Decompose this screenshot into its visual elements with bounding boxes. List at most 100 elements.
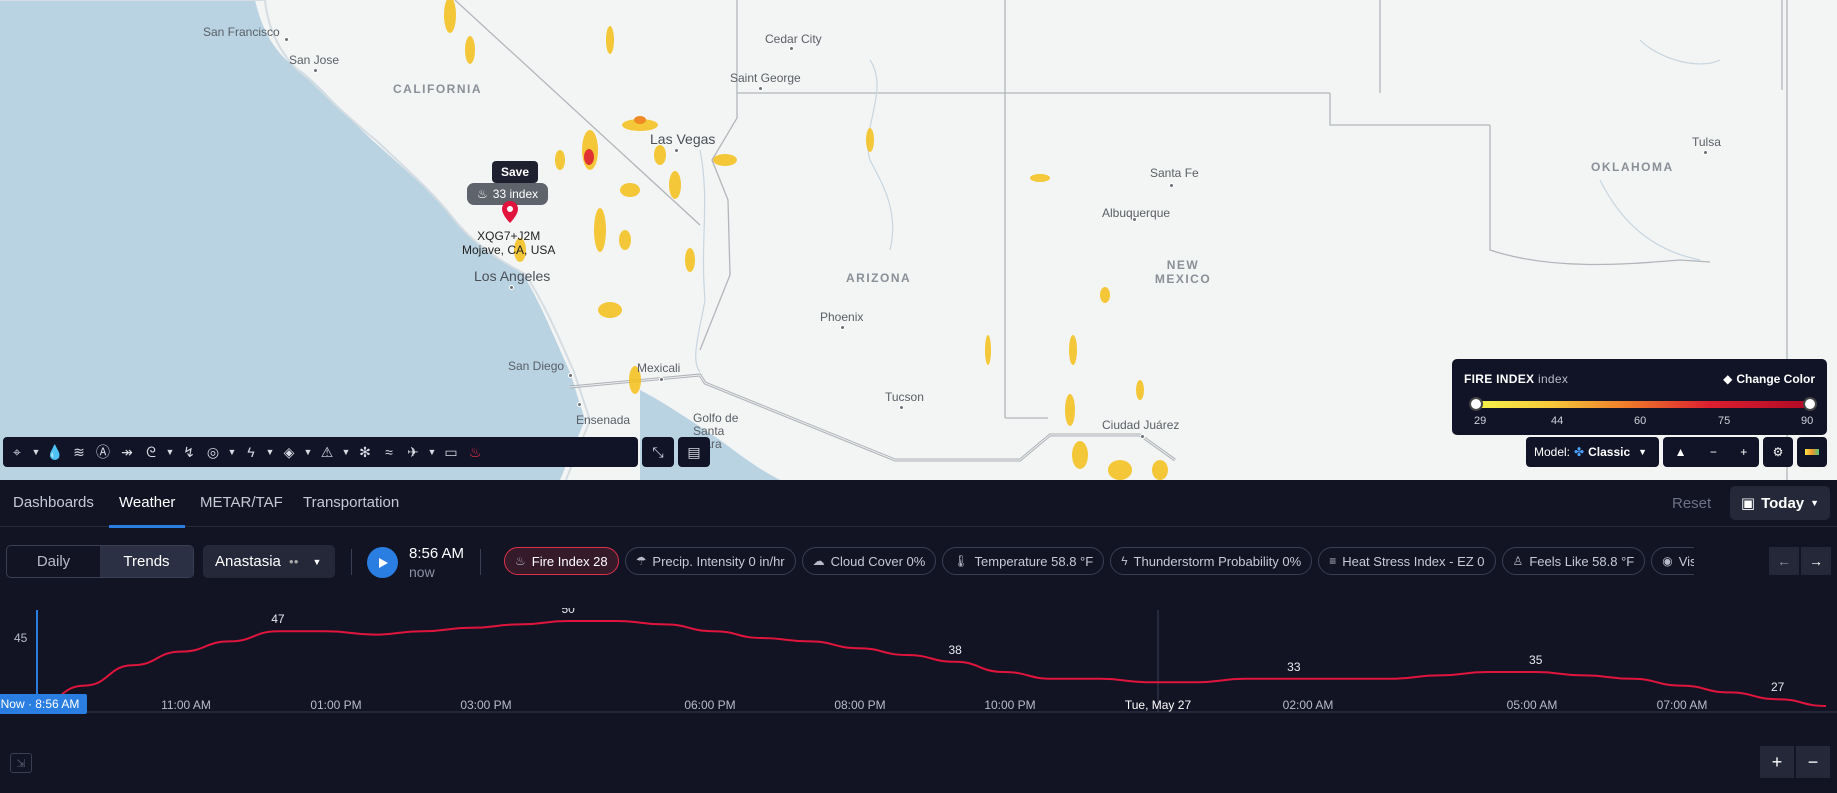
- index-value: 33 index: [492, 187, 539, 201]
- forecast-model-select[interactable]: Anastasia ●● ▼: [203, 545, 335, 578]
- chip-heat-stress-index[interactable]: ≡ Heat Stress Index - EZ 0: [1318, 547, 1496, 575]
- chip-temperature[interactable]: 🌡 Temperature 58.8 °F: [942, 547, 1105, 575]
- change-color-button[interactable]: ◆ Change Color: [1723, 372, 1815, 386]
- wind-icon[interactable]: ≋: [73, 443, 85, 460]
- radar-icon[interactable]: ◎: [206, 443, 220, 460]
- city-dot: [1140, 434, 1145, 439]
- ruler-icon[interactable]: ▤: [687, 443, 701, 460]
- zoom-in-icon[interactable]: +: [1740, 445, 1748, 459]
- arrow-left-icon[interactable]: ←: [1769, 547, 1799, 575]
- date-range-button[interactable]: ▣ Today ▼: [1730, 486, 1830, 520]
- zoom-out-icon[interactable]: −: [1709, 445, 1717, 459]
- heat-icon: ≡: [1329, 554, 1337, 568]
- lightning-route-icon[interactable]: ↯: [183, 443, 195, 460]
- location-index-pill[interactable]: ♨ 33 index: [467, 183, 549, 205]
- chip-scroll-arrows: ← →: [1769, 547, 1831, 575]
- legend-max-handle[interactable]: [1803, 397, 1817, 411]
- play-button[interactable]: [367, 547, 398, 578]
- zoom-out-button[interactable]: −: [1796, 746, 1830, 778]
- arrows-icon[interactable]: ↠: [121, 443, 133, 460]
- flame-icon: ♨: [515, 554, 526, 568]
- chip-cloud-cover[interactable]: ☁ Cloud Cover 0%: [801, 547, 937, 575]
- tab-dashboards[interactable]: Dashboards: [13, 494, 94, 511]
- legend-title: FIRE INDEX index: [1464, 372, 1569, 386]
- model-selector[interactable]: Model: ✤ Classic ▼: [1526, 437, 1659, 467]
- data-label: 38: [949, 643, 963, 657]
- chevron-down-icon[interactable]: ▼: [265, 447, 275, 457]
- chip-precip-intensity[interactable]: ☂ Precip. Intensity 0 in/hr: [624, 547, 796, 575]
- fire-icon[interactable]: ♨: [468, 443, 482, 460]
- state-label: ARIZONA: [846, 271, 912, 285]
- daily-button[interactable]: Daily: [36, 553, 71, 570]
- city-dot: [674, 148, 679, 153]
- route-icon[interactable]: ⤡: [652, 443, 664, 460]
- warning-icon[interactable]: ⚠: [320, 443, 334, 460]
- gear-icon: ⚙: [1772, 445, 1784, 459]
- x-tick-label: 05:00 AM: [1507, 698, 1558, 712]
- pin-icon[interactable]: ⌖: [13, 443, 21, 460]
- model-value: Classic: [1588, 445, 1631, 459]
- now-badge-label: Now · 8:56 AM: [1, 697, 80, 711]
- chevron-down-icon[interactable]: ▼: [31, 447, 41, 457]
- trends-button[interactable]: Trends: [100, 546, 193, 577]
- data-label: 27: [1771, 680, 1785, 694]
- y-tick-label: 45: [14, 631, 28, 645]
- chip-visibility[interactable]: ◉Visibility: [1651, 547, 1694, 575]
- view-mode-toggle: Daily Trends: [6, 545, 194, 578]
- truck-icon[interactable]: ▭: [444, 443, 458, 460]
- ruler-tool[interactable]: ▤: [678, 437, 710, 467]
- city-label: Las Vegas: [650, 131, 716, 147]
- expand-icon[interactable]: ⇲: [10, 753, 32, 773]
- precip-icon: ☂: [635, 554, 647, 568]
- arrow-right-icon[interactable]: →: [1801, 547, 1831, 575]
- route-tool[interactable]: ⤡: [642, 437, 674, 467]
- location-pin-icon[interactable]: [502, 201, 518, 223]
- chevron-down-icon[interactable]: ▼: [427, 447, 437, 457]
- tab-metar-taf[interactable]: METAR/TAF: [200, 494, 283, 511]
- thermometer-icon: 🌡: [953, 554, 969, 568]
- reset-button[interactable]: Reset: [1672, 495, 1712, 512]
- divider: [480, 549, 481, 575]
- city-dot: [1169, 183, 1174, 188]
- layers-icon[interactable]: ◈: [283, 443, 295, 460]
- compass-icon[interactable]: ▲: [1674, 445, 1687, 459]
- tab-weather[interactable]: Weather: [108, 494, 186, 528]
- plane-icon[interactable]: ✈: [407, 443, 419, 460]
- chip-fire-index[interactable]: ♨ Fire Index 28: [504, 547, 619, 575]
- city-label: Saint George: [730, 71, 801, 85]
- waves-icon[interactable]: ≈: [385, 444, 393, 460]
- chevron-down-icon[interactable]: ▼: [341, 447, 351, 457]
- legend-toggle-button[interactable]: [1797, 437, 1827, 467]
- current-time-label: now: [409, 564, 435, 580]
- lightning-icon[interactable]: ϟ: [247, 444, 255, 460]
- tab-transportation[interactable]: Transportation: [303, 494, 400, 511]
- legend-tick: 29: [1474, 415, 1487, 427]
- city-dot: [840, 325, 845, 330]
- settings-button[interactable]: ⚙: [1763, 437, 1793, 467]
- legend-min-handle[interactable]: [1469, 397, 1483, 411]
- chevron-down-icon[interactable]: ▼: [303, 447, 313, 457]
- hurricane-icon[interactable]: ᘓ: [146, 443, 156, 460]
- droplets-icon[interactable]: 💧: [46, 443, 64, 460]
- zoom-in-button[interactable]: +: [1760, 746, 1794, 778]
- legend-tick: 90: [1801, 415, 1814, 427]
- save-button[interactable]: Save: [492, 161, 539, 183]
- state-label: OKLAHOMA: [1591, 160, 1674, 174]
- panel-tabs: Dashboards Weather METAR/TAF Transportat…: [0, 480, 1837, 528]
- bottom-panel: Dashboards Weather METAR/TAF Transportat…: [0, 480, 1837, 793]
- model-icon: ✤: [1574, 445, 1585, 459]
- chip-thunderstorm-probability[interactable]: ϟ Thunderstorm Probability 0%: [1110, 547, 1313, 575]
- chevron-down-icon[interactable]: ▼: [165, 447, 175, 457]
- storm-icon[interactable]: Ⓐ: [96, 444, 110, 460]
- thunder-icon: ϟ: [1121, 554, 1128, 568]
- city-label: Ciudad Juárez: [1102, 418, 1180, 432]
- x-tick-label: 08:00 PM: [834, 698, 885, 712]
- now-badge: [0, 694, 87, 714]
- dots-icon: ●●: [288, 557, 299, 566]
- person-snow-icon[interactable]: ✻: [359, 443, 371, 460]
- chevron-down-icon[interactable]: ▼: [227, 447, 237, 457]
- map-zoom-controls: ▲ − +: [1663, 437, 1759, 467]
- chip-feels-like[interactable]: ♙ Feels Like 58.8 °F: [1501, 547, 1646, 575]
- weather-map[interactable]: San Francisco San Jose Cedar City Saint …: [0, 0, 1837, 480]
